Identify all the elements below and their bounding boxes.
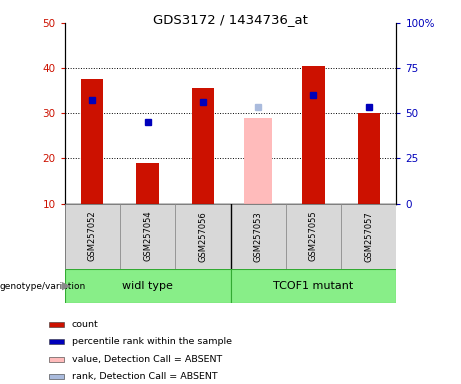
Bar (136, 163, 159, 204)
Bar (49, 374, 64, 379)
Text: count: count (71, 319, 98, 329)
Text: percentile rank within the sample: percentile rank within the sample (71, 337, 232, 346)
FancyBboxPatch shape (65, 204, 396, 269)
FancyBboxPatch shape (286, 204, 341, 269)
Text: ▶: ▶ (62, 281, 71, 291)
FancyBboxPatch shape (175, 204, 230, 269)
Text: GDS3172 / 1434736_at: GDS3172 / 1434736_at (153, 13, 308, 26)
Text: GSM257056: GSM257056 (198, 211, 207, 262)
Text: GSM257054: GSM257054 (143, 211, 152, 262)
Bar (49, 322, 64, 326)
Text: rank, Detection Call = ABSENT: rank, Detection Call = ABSENT (71, 372, 217, 381)
FancyBboxPatch shape (230, 204, 286, 269)
Text: GSM257055: GSM257055 (309, 211, 318, 262)
Text: widl type: widl type (122, 281, 173, 291)
FancyBboxPatch shape (230, 269, 396, 303)
Text: TCOF1 mutant: TCOF1 mutant (273, 281, 354, 291)
FancyBboxPatch shape (65, 204, 120, 269)
Bar (81, 79, 103, 204)
Bar (192, 88, 214, 204)
Text: GSM257057: GSM257057 (364, 211, 373, 262)
Text: value, Detection Call = ABSENT: value, Detection Call = ABSENT (71, 355, 222, 364)
Text: GSM257052: GSM257052 (88, 211, 97, 262)
Text: GSM257053: GSM257053 (254, 211, 263, 262)
FancyBboxPatch shape (65, 269, 230, 303)
Bar (302, 66, 325, 204)
Bar (49, 339, 64, 344)
FancyBboxPatch shape (120, 204, 175, 269)
FancyBboxPatch shape (341, 204, 396, 269)
Bar (49, 357, 64, 362)
Bar (244, 118, 272, 204)
Text: genotype/variation: genotype/variation (0, 281, 86, 291)
Bar (358, 113, 380, 204)
